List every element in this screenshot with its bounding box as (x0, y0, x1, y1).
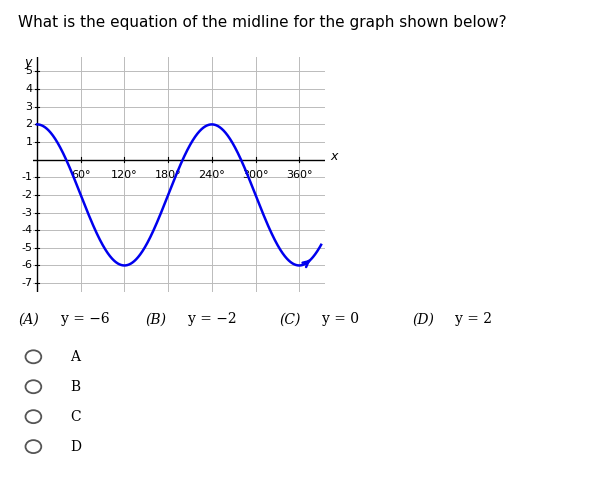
Text: y = −6: y = −6 (61, 312, 109, 326)
Text: 120°: 120° (111, 170, 138, 180)
Text: (A): (A) (18, 312, 39, 326)
Text: (B): (B) (146, 312, 167, 326)
Text: -5: -5 (22, 243, 33, 253)
Text: 240°: 240° (198, 170, 225, 180)
Text: y = 2: y = 2 (455, 312, 492, 326)
Text: x: x (331, 150, 338, 163)
Text: 300°: 300° (242, 170, 269, 180)
Text: (D): (D) (413, 312, 435, 326)
Text: A: A (70, 350, 80, 364)
Text: -4: -4 (21, 225, 33, 235)
Text: B: B (70, 380, 80, 394)
Text: 60°: 60° (71, 170, 90, 180)
Text: 360°: 360° (286, 170, 313, 180)
Text: 1: 1 (25, 137, 33, 147)
Text: (C): (C) (279, 312, 300, 326)
Text: 4: 4 (25, 84, 33, 94)
Text: 180°: 180° (155, 170, 181, 180)
Text: D: D (70, 440, 81, 454)
Text: -1: -1 (22, 172, 33, 182)
Text: -6: -6 (22, 260, 33, 270)
Text: y: y (24, 55, 31, 69)
Text: What is the equation of the midline for the graph shown below?: What is the equation of the midline for … (18, 15, 507, 30)
Text: 5: 5 (25, 66, 33, 76)
Text: 2: 2 (25, 119, 33, 129)
Text: y = −2: y = −2 (188, 312, 237, 326)
Text: -3: -3 (22, 208, 33, 218)
Text: y = 0: y = 0 (322, 312, 359, 326)
Text: -7: -7 (21, 278, 33, 288)
Text: C: C (70, 410, 81, 424)
Text: 3: 3 (25, 102, 33, 112)
Text: -2: -2 (21, 190, 33, 200)
